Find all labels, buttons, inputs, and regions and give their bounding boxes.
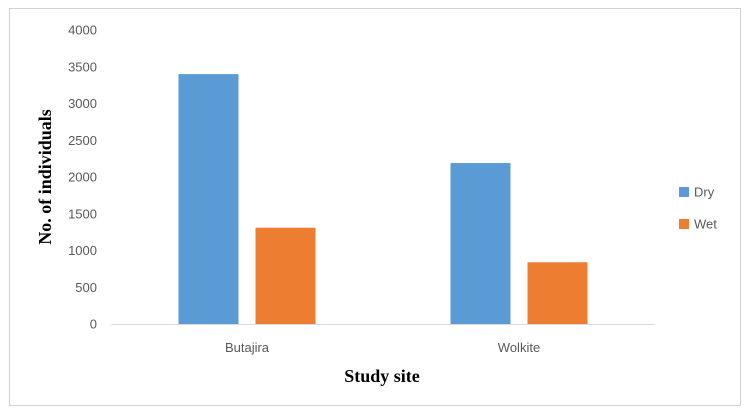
y-tick-label: 500 <box>75 280 97 295</box>
y-tick-label: 2500 <box>68 133 97 148</box>
legend: Dry Wet <box>679 185 717 232</box>
bars <box>178 74 588 324</box>
y-tick-label: 4000 <box>68 23 97 38</box>
x-axis-title: Study site <box>344 366 420 386</box>
x-tick-label: Wolkite <box>498 340 540 355</box>
legend-swatch-dry <box>679 187 689 197</box>
y-tick-label: 0 <box>90 317 97 332</box>
y-axis-ticks: 0 500 1000 1500 2000 2500 3000 3500 4000 <box>68 23 97 332</box>
y-axis-title: No. of individuals <box>35 109 55 245</box>
legend-label-dry: Dry <box>694 185 715 200</box>
y-tick-label: 3000 <box>68 96 97 111</box>
bar-wet-wolkite <box>527 262 588 324</box>
x-axis-ticks: Butajira Wolkite <box>225 340 540 355</box>
legend-swatch-wet <box>679 219 689 229</box>
y-tick-label: 1000 <box>68 243 97 258</box>
y-tick-label: 1500 <box>68 206 97 221</box>
bar-wet-butajira <box>255 227 316 324</box>
y-tick-label: 3500 <box>68 59 97 74</box>
chart-frame <box>9 8 741 406</box>
bar-dry-butajira <box>178 74 239 324</box>
legend-label-wet: Wet <box>694 217 717 232</box>
x-tick-label: Butajira <box>225 340 270 355</box>
y-tick-label: 2000 <box>68 170 97 185</box>
bar-dry-wolkite <box>450 163 511 324</box>
